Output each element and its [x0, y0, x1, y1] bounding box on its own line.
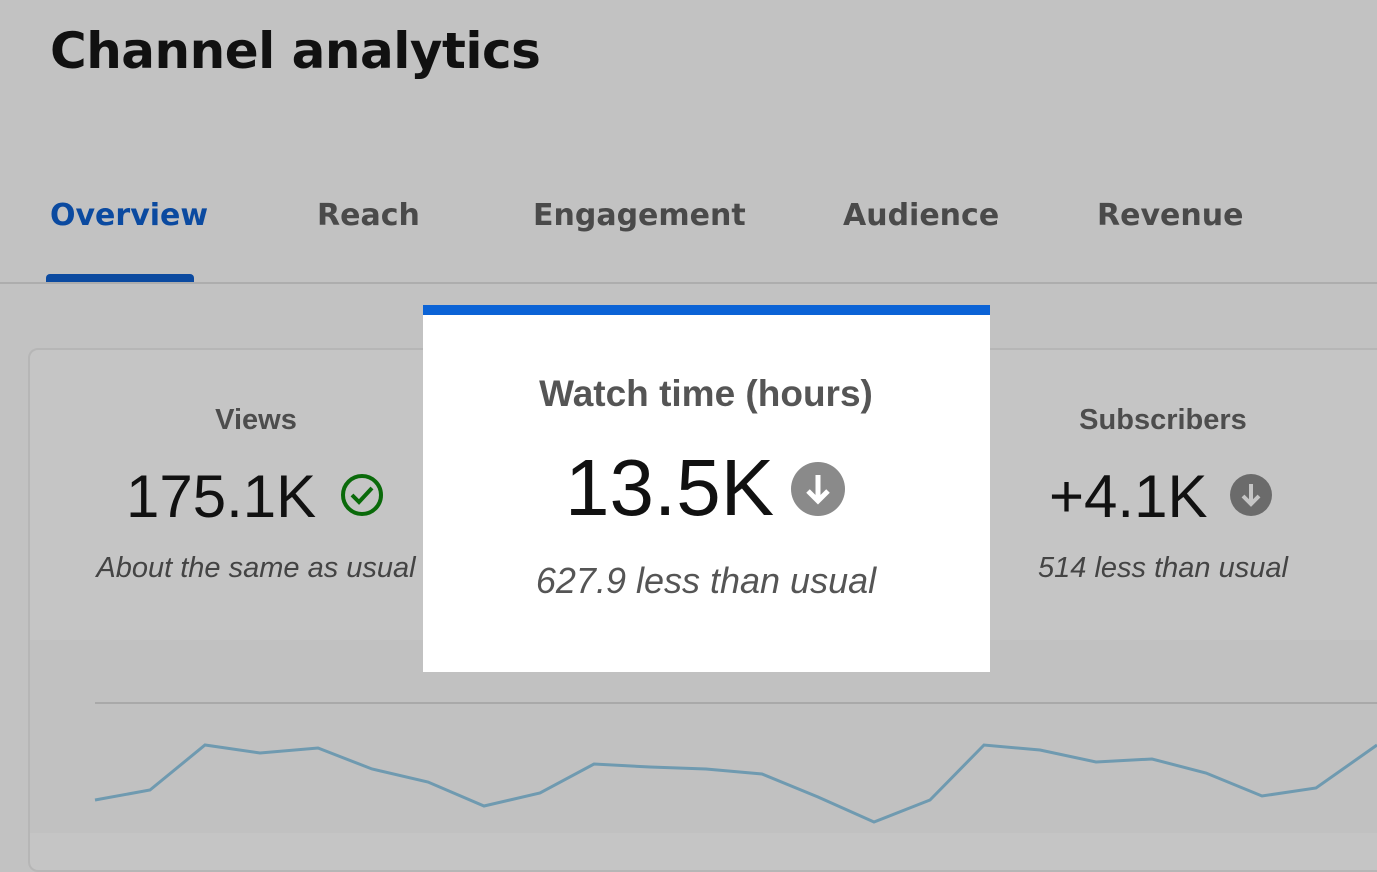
- metric-label: Subscribers: [1079, 404, 1247, 436]
- metric-label: Watch time (hours): [539, 373, 873, 414]
- chart-area: [30, 640, 1377, 833]
- highlight-bar: [423, 305, 990, 315]
- tab[interactable]: Engagement: [533, 198, 746, 233]
- tab[interactable]: Overview: [50, 198, 209, 233]
- status-down-icon: [791, 462, 845, 516]
- status-ok-icon: [341, 474, 383, 516]
- divider: [0, 282, 1377, 284]
- highlight-card: [423, 305, 990, 672]
- metric-note: 514 less than usual: [1038, 552, 1288, 584]
- tab[interactable]: Revenue: [1097, 198, 1244, 233]
- tab[interactable]: Audience: [843, 198, 1000, 233]
- page-title: Channel analytics: [50, 22, 541, 80]
- analytics-page: Channel analytics Overview Reach Engagem…: [0, 22, 1377, 872]
- tab[interactable]: Reach: [317, 198, 420, 233]
- metric-value: 175.1K: [126, 463, 317, 530]
- sparkline: [94, 743, 1377, 824]
- metric-value: +4.1K: [1049, 463, 1208, 530]
- tab-indicator: [46, 274, 194, 282]
- metric-value: 13.5K: [565, 443, 775, 532]
- status-down-icon: [1230, 474, 1272, 516]
- sparkline-chart: [94, 702, 1377, 824]
- metric-label: Views: [215, 404, 297, 436]
- metric-note: 627.9 less than usual: [535, 560, 877, 601]
- metric-note: About the same as usual: [96, 552, 416, 584]
